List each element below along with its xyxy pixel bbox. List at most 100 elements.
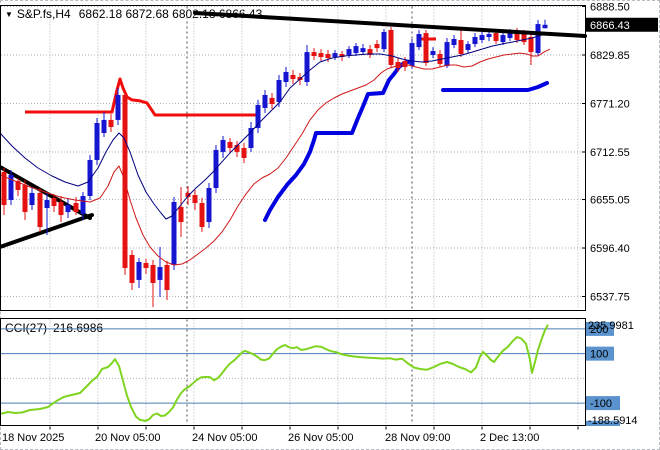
candle-bull (472, 37, 478, 45)
candle-bear (234, 144, 240, 152)
cci-level-tag (586, 346, 614, 361)
candle-bear (493, 33, 499, 42)
candle-bull (542, 24, 548, 29)
candle-bear (150, 264, 156, 283)
candle-bear (15, 180, 21, 190)
descending-trendline (193, 11, 587, 38)
candle-bear (269, 97, 275, 104)
indicator-value: 216.6986 (53, 321, 104, 335)
candle-bull (255, 104, 261, 128)
candle-bull (8, 175, 14, 200)
price-tick-label: 6537.75 (590, 292, 630, 304)
symbol-dropdown-arrow-icon[interactable]: ▼ (5, 10, 13, 19)
main-panel-border (0, 5, 586, 311)
time-axis-label: 26 Nov 05:00 (288, 432, 353, 444)
cci-panel-border (0, 318, 586, 426)
candle-bull (87, 159, 93, 197)
cci-level-tag (586, 420, 620, 426)
symbol-timeframe-label: S&P.fs,H4 (16, 7, 71, 21)
candle-bull (157, 267, 163, 280)
time-axis-label: 18 Nov 2025 (2, 432, 64, 444)
candle-bear (129, 254, 135, 283)
price-tick-label: 6771.20 (590, 98, 630, 110)
candle-bull (346, 49, 352, 55)
candle-bull (507, 33, 513, 39)
ma-fast-navy-line (0, 32, 551, 220)
candle-bull (44, 199, 50, 208)
candle-bull (465, 44, 471, 50)
candle-bull (444, 42, 450, 67)
cci-level-tag (586, 321, 614, 336)
candle-bear (164, 264, 170, 291)
price-tick-label: 6596.40 (590, 243, 630, 255)
time-axis-label: 20 Nov 05:00 (95, 432, 160, 444)
candle-bull (206, 187, 212, 223)
candle-bear (143, 262, 149, 269)
candle-bear (528, 37, 534, 53)
candle-bull (283, 71, 289, 82)
candle-bull (29, 192, 35, 206)
candle-bear (367, 49, 373, 55)
time-axis-label: 2 Dec 13:00 (480, 432, 539, 444)
candle-bull (220, 139, 226, 152)
candle-bear (192, 195, 198, 204)
candle-bear (374, 44, 380, 49)
indicator-name: CCI(27) (5, 321, 48, 335)
candle-bull (360, 48, 366, 53)
current-price-tag (586, 17, 658, 32)
candle-bear (423, 33, 429, 63)
candle-bear (318, 53, 324, 58)
candle-bull (262, 94, 268, 108)
gann-blue-line (441, 81, 549, 92)
candle-bear (37, 192, 43, 228)
ohlc-values: 6862.18 6872.68 6802.18 6866.43 (78, 7, 263, 21)
candle-bull (115, 94, 121, 120)
candle-bull (304, 52, 310, 82)
cci-max-label: 235.9981 (588, 320, 634, 332)
candle-bear (227, 141, 233, 148)
candle-bear (290, 74, 296, 80)
candle-bull (416, 34, 422, 48)
candle-bear (22, 184, 28, 213)
candle-bull (381, 31, 387, 50)
candle-bull (479, 35, 485, 40)
candle-bull (65, 205, 71, 213)
candle-bear (199, 203, 205, 228)
cci-min-label: -188.5914 (588, 415, 638, 427)
candle-bull (171, 201, 177, 265)
candle-bull (248, 127, 254, 148)
candle-bear (388, 29, 394, 65)
candle-bear (514, 31, 520, 40)
candle-bull (276, 80, 282, 103)
candle-bull (430, 50, 436, 55)
time-axis-label: 24 Nov 05:00 (192, 432, 257, 444)
price-tick-label: 6888.50 (590, 2, 630, 14)
candle-bull (535, 24, 541, 54)
wedge-ascending-trendline (0, 213, 94, 249)
candle-bear (311, 52, 317, 57)
candle-bear (339, 54, 345, 58)
candle-bear (325, 54, 331, 59)
candle-bear (395, 61, 401, 69)
candle-bear (521, 34, 527, 43)
cci-level-tag-label: 200 (590, 324, 608, 336)
current-price-label: 6866.43 (590, 20, 630, 32)
candle-bull (136, 261, 142, 280)
candle-bear (185, 192, 191, 198)
candle-bull (332, 53, 338, 58)
cci-level-tag-label: 100 (590, 349, 608, 361)
candle-bull (80, 196, 86, 215)
candle-bear (402, 60, 408, 68)
candle-bear (58, 201, 64, 216)
cci-level-tag-label: -100 (590, 398, 612, 410)
candle-bear (73, 203, 79, 213)
time-axis-label: 28 Nov 09:00 (385, 432, 450, 444)
gann-red-line (25, 77, 260, 117)
ma-slow-red-line (0, 48, 551, 266)
candle-bull (101, 119, 107, 134)
candle-bear (458, 39, 464, 55)
candle-bear (178, 207, 184, 223)
price-tick-label: 6712.55 (590, 147, 630, 159)
